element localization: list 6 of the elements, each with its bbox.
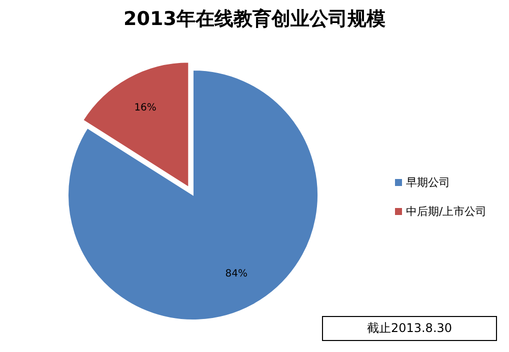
text: 截止2013.8.30 [322, 316, 497, 341]
chart-title: 2013年在线教育创业公司规模 [122, 7, 386, 32]
data-label: 84% [225, 268, 248, 280]
data-label: 16% [134, 102, 156, 114]
legend-label: 早期公司 [406, 175, 450, 190]
legend-label: 中后期/上市公司 [406, 204, 487, 219]
